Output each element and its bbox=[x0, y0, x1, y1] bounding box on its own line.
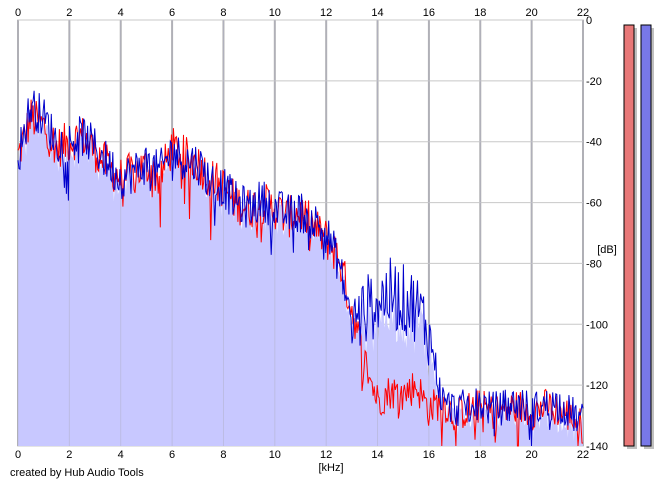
x-tick-label-top: 6 bbox=[169, 7, 175, 19]
x-tick-label-top: 18 bbox=[474, 7, 486, 19]
x-tick-label-top: 22 bbox=[577, 7, 589, 19]
x-tick-label-top: 8 bbox=[220, 7, 226, 19]
x-tick-label-bottom: 16 bbox=[423, 449, 435, 461]
credit-text: created by Hub Audio Tools bbox=[10, 467, 144, 479]
x-tick-label-top: 14 bbox=[371, 7, 383, 19]
x-tick-label-top: 16 bbox=[423, 7, 435, 19]
y-axis-label: [dB] bbox=[597, 244, 617, 256]
x-tick-label-bottom: 6 bbox=[169, 449, 175, 461]
x-tick-label-bottom: 22 bbox=[577, 449, 589, 461]
x-tick-label-bottom: 14 bbox=[371, 449, 383, 461]
x-tick-label-bottom: 0 bbox=[15, 449, 21, 461]
y-tick-label: -100 bbox=[586, 319, 608, 331]
x-tick-label-top: 0 bbox=[15, 7, 21, 19]
x-tick-label-bottom: 2 bbox=[66, 449, 72, 461]
y-tick-label: -60 bbox=[586, 198, 602, 210]
x-tick-label-bottom: 8 bbox=[220, 449, 226, 461]
y-tick-label: -80 bbox=[586, 258, 602, 270]
x-tick-label-bottom: 12 bbox=[320, 449, 332, 461]
x-tick-label-bottom: 18 bbox=[474, 449, 486, 461]
x-tick-label-top: 10 bbox=[269, 7, 281, 19]
level-meter-bar bbox=[640, 24, 652, 447]
y-tick-label: -40 bbox=[586, 137, 602, 149]
x-tick-label-bottom: 10 bbox=[269, 449, 281, 461]
x-tick-label-top: 12 bbox=[320, 7, 332, 19]
x-axis-label: [kHz] bbox=[318, 462, 343, 474]
x-tick-label-bottom: 4 bbox=[118, 449, 124, 461]
y-tick-label: -140 bbox=[586, 441, 608, 453]
y-tick-label: -120 bbox=[586, 380, 608, 392]
x-tick-label-bottom: 20 bbox=[526, 449, 538, 461]
x-tick-label-top: 2 bbox=[66, 7, 72, 19]
series-line-1 bbox=[17, 90, 584, 447]
x-tick-label-top: 20 bbox=[526, 7, 538, 19]
y-tick-label: -20 bbox=[586, 76, 602, 88]
level-meter-bar bbox=[623, 24, 635, 447]
y-tick-label: 0 bbox=[586, 15, 592, 27]
x-tick-label-top: 4 bbox=[118, 7, 124, 19]
